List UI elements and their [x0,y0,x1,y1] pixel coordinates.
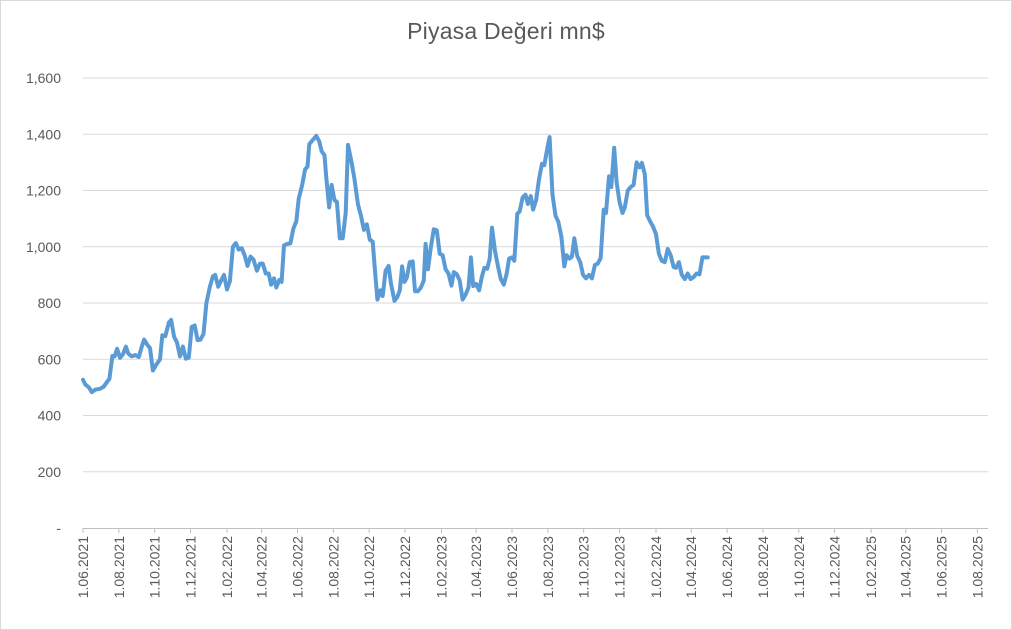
x-tick-label: 1.06.2023 [504,536,520,598]
x-tick-label: 1.12.2024 [827,536,843,598]
x-tick-label: 1.04.2022 [254,536,270,598]
x-tick-label: 1.06.2025 [934,536,950,598]
x-tick-label: 1.10.2022 [361,536,377,598]
x-tick-label: 1.02.2022 [219,536,235,598]
x-tick-label: 1.08.2021 [111,536,127,598]
x-tick-label: 1.10.2021 [147,536,163,598]
y-tick-label: 600 [38,351,62,367]
x-tick-label: 1.04.2025 [898,536,914,598]
y-tick-label: 400 [38,408,62,424]
x-tick-label: 1.08.2024 [755,536,771,598]
x-tick-label: 1.08.2023 [540,536,556,598]
y-tick-label: 1,600 [26,70,61,86]
x-tick-label: 1.12.2023 [612,536,628,598]
x-tick-label: 1.04.2024 [683,536,699,598]
x-tick-label: 1.12.2021 [183,536,199,598]
y-tick-label: 1,400 [26,126,61,142]
x-tick-label: 1.02.2025 [863,536,879,598]
chart-title: Piyasa Değeri mn$ [407,18,605,44]
x-tick-label: 1.08.2022 [325,536,341,598]
y-tick-label: 1,000 [26,239,61,255]
x-tick-label: 1.06.2021 [75,536,91,598]
x-tick-label: 1.06.2024 [719,536,735,598]
y-tick-label: 800 [38,295,62,311]
y-tick-label: - [56,520,61,536]
x-tick-label: 1.02.2023 [433,536,449,598]
x-tick-label: 1.06.2022 [289,536,305,598]
x-tick-label: 1.12.2022 [397,536,413,598]
x-tick-label: 1.10.2024 [791,536,807,598]
y-tick-label: 200 [38,464,62,480]
x-tick-label: 1.02.2024 [648,536,664,598]
x-tick-label: 1.04.2023 [468,536,484,598]
x-tick-label: 1.10.2023 [576,536,592,598]
y-tick-label: 1,200 [26,183,61,199]
series-line [81,133,710,395]
x-tick-label: 1.08.2025 [969,536,985,598]
